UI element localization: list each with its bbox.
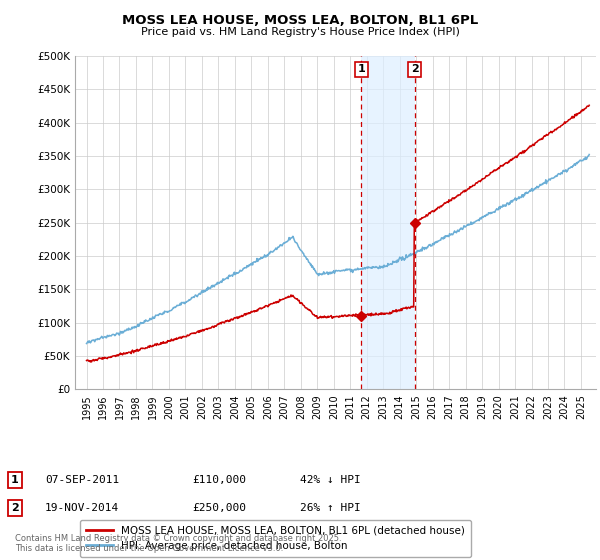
Legend: MOSS LEA HOUSE, MOSS LEA, BOLTON, BL1 6PL (detached house), HPI: Average price, : MOSS LEA HOUSE, MOSS LEA, BOLTON, BL1 6P…: [80, 520, 471, 557]
Text: Contains HM Land Registry data © Crown copyright and database right 2025.
This d: Contains HM Land Registry data © Crown c…: [15, 534, 341, 553]
Text: 26% ↑ HPI: 26% ↑ HPI: [300, 503, 361, 513]
Text: 2: 2: [11, 503, 19, 513]
Text: £250,000: £250,000: [192, 503, 246, 513]
Text: 1: 1: [11, 475, 19, 485]
Text: 19-NOV-2014: 19-NOV-2014: [45, 503, 119, 513]
Text: 1: 1: [358, 64, 365, 74]
Text: 42% ↓ HPI: 42% ↓ HPI: [300, 475, 361, 485]
Text: Price paid vs. HM Land Registry's House Price Index (HPI): Price paid vs. HM Land Registry's House …: [140, 27, 460, 37]
Text: MOSS LEA HOUSE, MOSS LEA, BOLTON, BL1 6PL: MOSS LEA HOUSE, MOSS LEA, BOLTON, BL1 6P…: [122, 14, 478, 27]
Text: 2: 2: [410, 64, 418, 74]
Text: 07-SEP-2011: 07-SEP-2011: [45, 475, 119, 485]
Text: £110,000: £110,000: [192, 475, 246, 485]
Bar: [361, 56, 415, 389]
